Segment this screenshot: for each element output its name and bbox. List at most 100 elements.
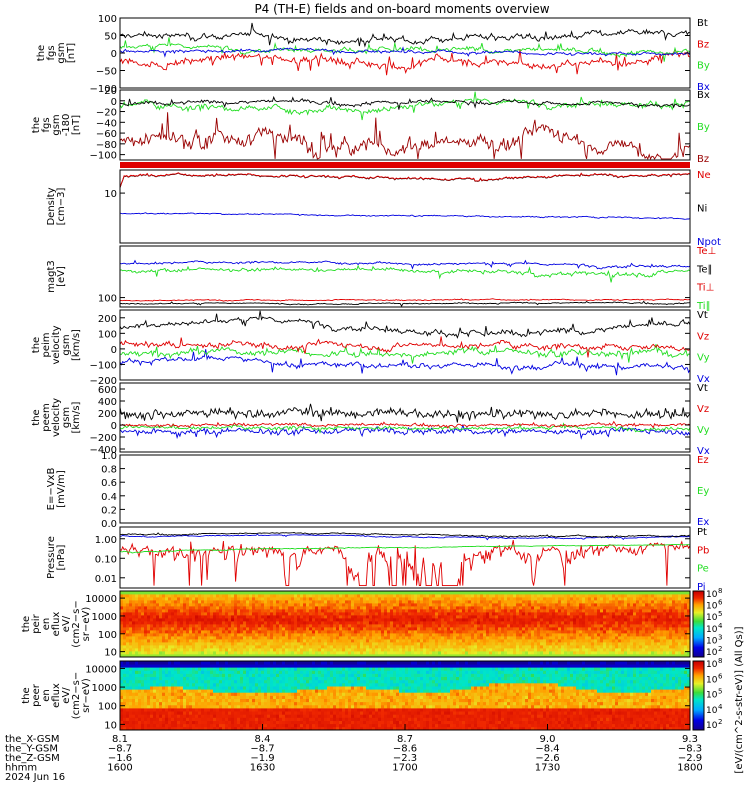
spectrogram-cell (192, 609, 196, 613)
spectrogram-cell (585, 627, 589, 631)
spectrogram-cell (303, 603, 307, 607)
spectrogram-cell (129, 603, 133, 607)
spectrogram-cell (534, 624, 538, 628)
y-tick-label: 0 (111, 345, 117, 356)
spectrogram-cell (228, 654, 232, 658)
spectrogram-cell (171, 636, 175, 640)
spectrogram-cell (597, 597, 601, 601)
spectrogram-cell (255, 648, 259, 652)
spectrogram-cell (621, 636, 625, 640)
spectrogram-cell (525, 618, 529, 622)
spectrogram-cell (522, 645, 526, 649)
spectrogram-cell (498, 645, 502, 649)
spectrogram-cell (408, 600, 412, 604)
spectrogram-cell (150, 612, 154, 616)
spectrogram-cell (285, 603, 289, 607)
spectrogram-cell (504, 603, 508, 607)
spectrogram-cell (222, 618, 226, 622)
spectrogram-cell (447, 591, 451, 595)
spectrogram-cell (330, 636, 334, 640)
spectrogram-cell (177, 648, 181, 652)
spectrogram-cell (603, 591, 607, 595)
spectrogram-cell (345, 645, 349, 649)
spectrogram-cell (414, 612, 418, 616)
spectrogram-cell (324, 591, 328, 595)
spectrogram-cell (405, 627, 409, 631)
spectrogram-cell (681, 600, 685, 604)
spectrogram-cell (552, 621, 556, 625)
spectrogram-cell (564, 603, 568, 607)
spectrogram-cell (570, 624, 574, 628)
spectrogram-cell (597, 621, 601, 625)
spectrogram-cell (192, 717, 196, 721)
spectrogram-cell (144, 639, 148, 643)
spectrogram-cell (186, 661, 190, 665)
spectrogram-cell (510, 630, 514, 634)
spectrogram-cell (342, 633, 346, 637)
spectrogram-cell (462, 624, 466, 628)
spectrogram-cell (129, 670, 133, 674)
spectrogram-cell (417, 636, 421, 640)
spectrogram-cell (573, 645, 577, 649)
spectrogram-cell (438, 648, 442, 652)
spectrogram-cell (351, 651, 355, 655)
spectrogram-cell (186, 720, 190, 725)
spectrogram-cell (630, 612, 634, 616)
spectrogram-cell (453, 645, 457, 649)
spectrogram-cell (306, 597, 310, 601)
spectrogram-cell (186, 667, 190, 671)
spectrogram-cell (498, 633, 502, 637)
spectrogram-cell (120, 676, 124, 681)
spectrogram-cell (588, 609, 592, 613)
spectrogram-cell (462, 606, 466, 610)
spectrogram-cell (588, 597, 592, 601)
spectrogram-cell (168, 654, 172, 658)
spectrogram-cell (144, 594, 148, 598)
spectrogram-cell (138, 683, 142, 687)
spectrogram-cell (132, 630, 136, 634)
spectrogram-cell (657, 642, 661, 646)
spectrogram-cell (525, 654, 529, 658)
spectrogram-cell (684, 636, 688, 640)
spectrogram-cell (537, 621, 541, 625)
spectrogram-cell (687, 636, 691, 640)
spectrogram-cell (201, 636, 205, 640)
spectrogram-cell (165, 618, 169, 622)
spectrogram-cell (189, 591, 193, 595)
spectrogram-cell (660, 651, 664, 655)
spectrogram-cell (522, 600, 526, 604)
spectrogram-cell (417, 603, 421, 607)
spectrogram-cell (513, 624, 517, 628)
spectrogram-cell (492, 603, 496, 607)
spectrogram-cell (435, 594, 439, 598)
spectrogram-cell (165, 683, 169, 687)
spectrogram-cell (519, 651, 523, 655)
spectrogram-cell (654, 600, 658, 604)
spectrogram-cell (372, 630, 376, 634)
spectrogram-cell (618, 594, 622, 598)
spectrogram-cell (342, 636, 346, 640)
spectrogram-cell (513, 591, 517, 595)
spectrogram-cell (180, 661, 184, 665)
spectrogram-cell (612, 609, 616, 613)
spectrogram-cell (339, 654, 343, 658)
spectrogram-cell (243, 609, 247, 613)
spectrogram-cell (579, 633, 583, 637)
spectrogram-cell (237, 615, 241, 619)
spectrogram-cell (399, 621, 403, 625)
spectrogram-cell (357, 606, 361, 610)
legend-Pi: Pi (697, 582, 706, 593)
spectrogram-cell (291, 630, 295, 634)
spectrogram-cell (603, 645, 607, 649)
spectrogram-cell (150, 627, 154, 631)
spectrogram-cell (441, 630, 445, 634)
spectrogram-cell (273, 600, 277, 604)
spectrogram-cell (510, 609, 514, 613)
spectrogram-cell (219, 630, 223, 634)
spectrogram-cell (312, 618, 316, 622)
spectrogram-cell (423, 639, 427, 643)
spectrogram-cell (624, 651, 628, 655)
spectrogram-cell (405, 621, 409, 625)
